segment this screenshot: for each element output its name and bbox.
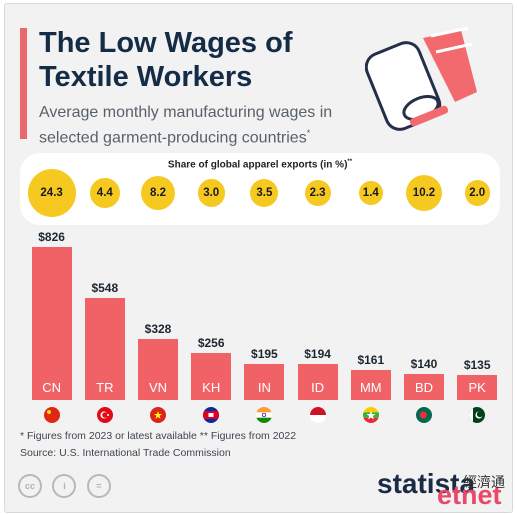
flag-china-icon [43,407,60,423]
bar-value-label: $826 [38,230,65,244]
export-share-bubble [140,175,176,211]
export-share-bubble [89,178,120,208]
attribution-icon: i [52,474,77,498]
exports-title: Share of global apparel exports (in %)** [167,159,353,171]
etnet-watermark-cn: 經濟通 [463,474,505,490]
bar-value-label: $195 [251,346,278,361]
bar-id [297,364,338,400]
bar-value-label: $548 [91,281,119,296]
export-share-label: 8.2 [150,187,166,199]
accent-bar [20,28,27,139]
footnote: * Figures from 2023 or latest available … [20,430,297,442]
export-share-bubble [358,181,383,205]
category-label: MM [359,380,382,395]
category-label: BD [414,380,434,395]
source-note: Source: U.S. International Trade Commiss… [20,447,231,459]
license-icons: cc i = [18,474,117,498]
export-share-label: 3.5 [256,187,273,199]
export-share-label: 4.4 [96,187,113,199]
exports-panel: Share of global apparel exports (in %)**… [20,153,500,225]
bar-bd [404,374,444,400]
bar-value-label: $256 [197,335,225,350]
category-label: ID [311,380,325,395]
bar-in [244,363,285,400]
fabric-roll-icon [365,26,477,131]
exports-footnote-mark: ** [347,159,353,165]
flag-cambodia-icon [203,407,220,423]
export-share-bubble [464,180,490,206]
export-share-label: 10.2 [412,187,436,199]
export-share-bubble [250,178,279,208]
etnet-watermark: etnet [437,480,502,510]
infographic-frame: The Low Wages of Textile Workers Average… [4,3,513,513]
category-label: TR [96,380,114,395]
category-label: VN [148,380,168,395]
category-label: IN [257,380,271,395]
bar-value-label: $140 [410,357,438,372]
flag-bangladesh-icon [416,407,432,423]
export-share-label: 2.0 [469,187,486,199]
flag-pakistan-icon [469,407,486,423]
cc-icon: cc [18,474,42,498]
subtitle-footnote-mark: * [306,128,311,138]
flag-vietnam-icon [150,407,166,423]
flag-india-icon [256,407,273,423]
bar-value-label: $161 [357,353,385,368]
bar-value-label: $135 [463,357,491,372]
flag-turkey-icon [96,407,113,423]
category-label: KH [202,380,221,395]
bar-kh [191,352,232,400]
statista-logo: statista [377,468,476,499]
export-share-bubble [304,180,331,206]
bar-tr [84,298,125,400]
flag-indonesia-icon [309,407,326,423]
export-share-label: 2.3 [309,187,326,199]
no-derivatives-icon: = [86,474,111,498]
export-share-bubble [27,169,76,217]
export-share-bubble [197,179,225,207]
bar-value-label: $328 [144,322,172,337]
export-share-label: 3.0 [203,187,220,199]
export-share-label: 24.3 [40,187,63,199]
bar-mm [350,370,391,400]
bar-vn [138,339,178,400]
export-share-label: 1.4 [362,187,379,199]
chart-subtitle: Average monthly manufacturing wages in s… [39,104,333,147]
chart-title: The Low Wages of Textile Workers [39,27,293,93]
bar-value-label: $194 [304,347,331,362]
bar-cn [31,247,72,400]
flag-myanmar-icon [362,407,379,423]
export-share-bubble [405,174,443,212]
category-label: CN [42,380,61,395]
category-label: PK [468,380,486,395]
bar-pk [457,374,498,400]
